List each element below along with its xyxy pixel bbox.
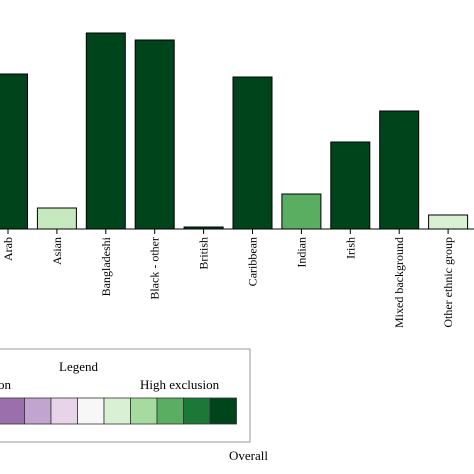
x-tick-label: British [197,237,211,270]
x-tick-label: Asian [50,237,64,265]
legend-title: Legend [59,359,98,374]
x-tick-label: Bangladeshi [99,236,113,296]
bar-other-ethnic-group [428,214,469,230]
bar-british [183,226,224,230]
legend-swatch [183,397,211,425]
legend-swatches [0,397,237,425]
legend-swatch [103,397,131,425]
bar-irish [330,141,371,230]
overall-label: Overall [229,448,268,463]
legend-swatch [130,397,158,425]
legend: Legend on High exclusion [0,348,251,443]
x-tick-label: Indian [294,237,308,268]
legend-box [0,348,251,443]
bar-caribbean [232,76,273,230]
legend-high-label: High exclusion [140,377,220,392]
legend-swatch [156,397,184,425]
x-tick-label: Arab [1,237,15,261]
bar-arab [0,73,28,230]
legend-swatch [209,397,237,425]
x-tick-label: Black - other [148,237,162,300]
legend-swatch [0,397,25,425]
x-tick-label: Mixed background [392,237,406,328]
legend-swatch [77,397,105,425]
bar-black-other [134,39,175,230]
bars-group [0,32,469,230]
x-tick-label: Caribbean [246,237,260,286]
bar-bangladeshi [85,32,126,230]
x-ticks-group [7,229,449,234]
legend-swatch [50,397,78,425]
legend-low-label: on [0,377,12,392]
legend-swatch [24,397,52,425]
bar-mixed-background [379,110,420,230]
bar-asian [36,207,77,230]
x-tick-labels-group: Arab Asian Bangladeshi Black - other British… [1,236,455,328]
bar-indian [281,193,322,230]
x-tick-label: Irish [343,237,357,259]
x-tick-label: Other ethnic group [441,237,455,328]
